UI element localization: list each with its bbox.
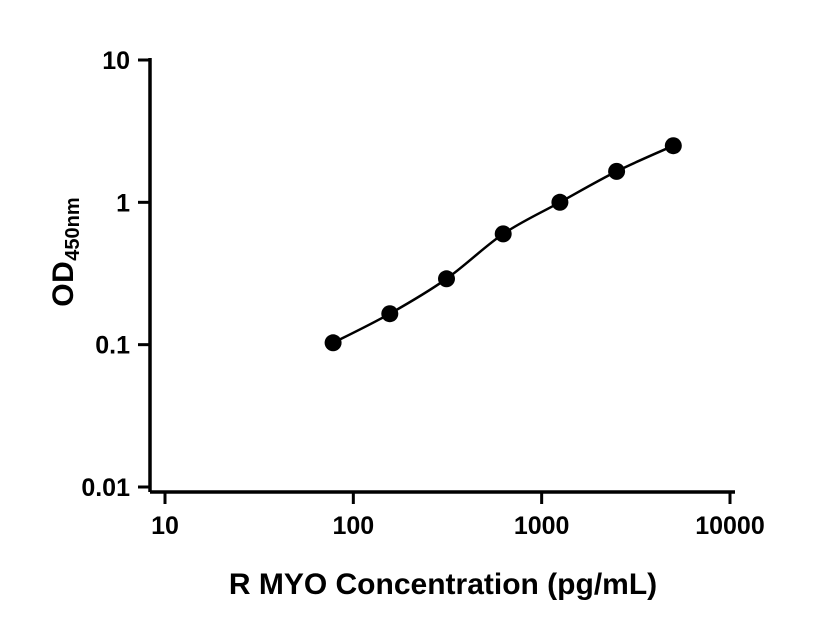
data-point <box>381 305 399 323</box>
x-tick-label: 10 <box>151 512 179 540</box>
data-point <box>324 334 342 352</box>
y-axis-title-subscript: 450nm <box>62 197 84 261</box>
y-tick-label: 10 <box>102 47 130 75</box>
y-tick-label: 1 <box>116 189 130 217</box>
data-point <box>608 162 626 180</box>
x-tick-label: 1000 <box>514 512 570 540</box>
x-tick-label: 10000 <box>695 512 765 540</box>
data-point <box>438 270 455 288</box>
x-tick-label: 100 <box>332 512 374 540</box>
y-axis-title: OD450nm <box>47 197 84 307</box>
data-point <box>551 193 569 211</box>
data-point <box>494 225 512 243</box>
x-axis-title: R MYO Concentration (pg/mL) <box>228 568 658 601</box>
y-tick-label: 0.01 <box>81 474 130 502</box>
y-tick-label: 0.1 <box>95 332 130 360</box>
y-axis-title-main: OD <box>47 260 80 307</box>
data-point <box>664 137 682 155</box>
